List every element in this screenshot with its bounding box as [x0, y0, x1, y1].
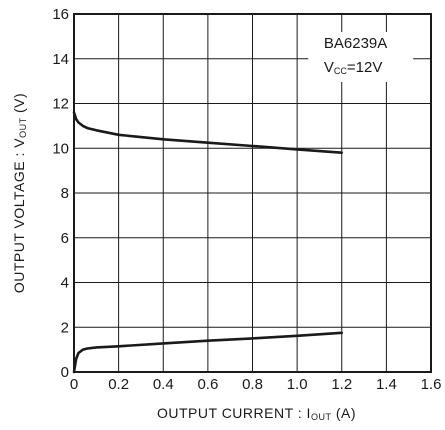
curves [72, 111, 343, 374]
series-line-2 [72, 331, 343, 374]
y-tick-labels: 0 2 4 6 8 10 12 14 16 [52, 6, 69, 381]
y-axis-title-main: OUTPUT VOLTAGE : V [11, 138, 27, 293]
annotation-device: BA6239A [324, 35, 387, 52]
x-tick-label: 0.8 [242, 376, 263, 393]
y-tick-label: 8 [61, 185, 69, 202]
y-axis-title-unit: (V) [11, 93, 27, 118]
annotation-vcc-sub: CC [334, 66, 347, 76]
plot-frame [73, 13, 432, 373]
y-tick-label: 10 [52, 140, 69, 157]
x-tick-label: 1.0 [287, 376, 308, 393]
annotation-box [308, 32, 414, 82]
x-axis-title-main: OUTPUT CURRENT : I [157, 405, 311, 421]
annotation-vcc-value: =12V [347, 59, 382, 76]
x-tick-label: 0.6 [197, 376, 218, 393]
y-tick-label: 16 [52, 6, 69, 23]
x-tick-label: 1.4 [376, 376, 397, 393]
y-tick-label: 6 [61, 230, 69, 247]
y-axis-title-sub: OUT [18, 117, 28, 138]
x-tick-label: 1.2 [331, 376, 352, 393]
y-tick-label: 14 [52, 51, 69, 68]
y-tick-label: 2 [61, 319, 69, 336]
y-tick-label: 12 [52, 96, 69, 113]
annotation-vcc: VCC=12V [324, 59, 382, 76]
annotation-vcc-main: V [324, 59, 334, 76]
x-tick-label: 1.6 [421, 376, 442, 393]
x-axis-title-sub: OUT [311, 412, 332, 422]
x-tick-label: 0 [70, 376, 78, 393]
y-tick-label: 4 [61, 275, 69, 292]
x-tick-labels: 0 0.2 0.4 0.6 0.8 1.0 1.2 1.4 1.6 [70, 376, 442, 393]
y-axis-title: OUTPUT VOLTAGE : VOUT (V) [11, 93, 28, 293]
y-tick-label: 0 [61, 364, 69, 381]
x-axis-title-unit: (A) [331, 405, 356, 421]
x-tick-label: 0.2 [108, 376, 129, 393]
series-line-1 [72, 111, 343, 154]
x-tick-label: 0.4 [153, 376, 174, 393]
x-axis-title: OUTPUT CURRENT : IOUT (A) [157, 405, 356, 422]
